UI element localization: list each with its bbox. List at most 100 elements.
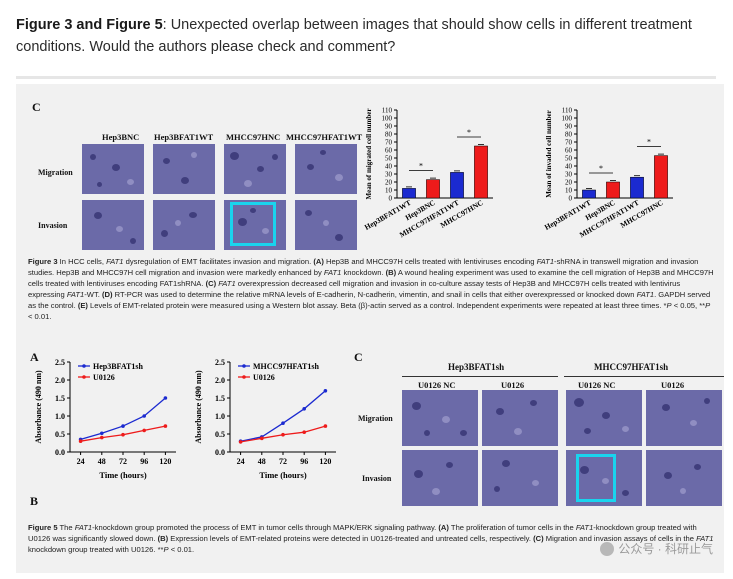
fig5-micrograph-migration-mhcc97h-u0126 xyxy=(646,390,722,446)
y-tick-label: 70 xyxy=(565,139,573,147)
caption-gene: FAT1 xyxy=(74,523,93,532)
caption-text: < 0.05, ** xyxy=(671,301,706,310)
significance-star: * xyxy=(467,128,471,137)
data-point xyxy=(260,436,264,441)
data-point xyxy=(302,407,306,411)
fig5-group-header: Hep3BFAT1sh xyxy=(448,362,505,372)
caption-panel-ref: (A) xyxy=(313,257,324,266)
watermark: 公众号 · 科研止气 xyxy=(600,540,713,557)
caption-panel-ref: (B) xyxy=(157,534,169,543)
fig5-col-header: U0126 xyxy=(661,380,685,390)
bar xyxy=(426,179,440,199)
caption-text: The proliferation of tumor cells in the xyxy=(448,523,576,532)
bar xyxy=(474,145,488,199)
caption-gene: FAT1 xyxy=(696,534,714,543)
caption-gene: FAT1 xyxy=(323,268,342,277)
fig5-micrograph-invasion-hep3b-nc xyxy=(402,450,478,506)
fig5-line-chart-mhcc97h: 0.0 0.5 1.0 1.5 2.0 2.5 24 48 72 96 120 MHCC97HFAT1… xyxy=(194,358,336,480)
y-tick-label: 0.0 xyxy=(215,448,225,457)
caption-text: -knockdown group treated with U0126 was … xyxy=(28,523,697,543)
data-point xyxy=(281,432,285,437)
caption-text: knockdown. xyxy=(341,268,386,277)
caption-panel-ref: (B) xyxy=(385,268,397,277)
legend-label: U0126 xyxy=(93,373,115,382)
significance-star: * xyxy=(647,138,651,147)
caption-gene: FAT1 xyxy=(536,257,555,266)
caption-text: Hep3B and MHCC97H cells treated with len… xyxy=(323,257,537,266)
group-underline xyxy=(564,376,724,377)
x-tick-label: 24 xyxy=(77,457,85,466)
fig5-row-header: Invasion xyxy=(362,474,392,483)
y-axis-label: Absorbance (490 nm) xyxy=(194,370,203,444)
wechat-icon xyxy=(600,541,615,556)
caption-text: overexpression decreased cell migration … xyxy=(28,279,681,299)
y-tick-label: 1.5 xyxy=(55,394,65,403)
fig5-micrograph-migration-hep3b-nc xyxy=(402,390,478,446)
fig5-micrograph-migration-mhcc97h-nc xyxy=(566,390,642,446)
heading-text: : Unexpected overlap between images that… xyxy=(16,17,692,55)
y-tick-label: 50 xyxy=(565,155,573,163)
fig5-caption-title: Figure 5 xyxy=(28,523,58,532)
caption-panel-ref: (A) xyxy=(438,523,449,532)
caption-text: -WT. xyxy=(84,290,102,299)
fig5-col-header: U0126 xyxy=(501,380,525,390)
caption-text: < 0.01. xyxy=(28,312,52,321)
y-tick-label: 70 xyxy=(385,139,393,147)
y-tick-label: 20 xyxy=(565,179,573,187)
bar xyxy=(450,172,464,199)
y-tick-label: 40 xyxy=(565,163,573,171)
data-point xyxy=(281,421,285,425)
y-tick-label: 40 xyxy=(385,163,393,171)
fig3-micrograph-migration-hep3bfat1wt xyxy=(153,144,215,194)
y-tick-label: 2.5 xyxy=(215,358,225,367)
fig5-panel-label-c: C xyxy=(354,350,363,364)
bar xyxy=(654,155,668,199)
y-axis-label: Mean of invaded cell number xyxy=(545,110,553,198)
fig5-col-header: U0126 NC xyxy=(578,380,616,390)
caption-gene: FAT1 xyxy=(575,523,594,532)
x-tick-label: 120 xyxy=(319,457,331,466)
y-tick-label: 100 xyxy=(562,115,573,123)
fig5-line-chart-hep3b: 0.0 0.5 1.0 1.5 2.0 2.5 24 48 72 96 120 Hep3BFAT1sh… xyxy=(34,358,176,480)
fig3-micrograph-invasion-hep3bnc xyxy=(82,200,144,250)
fig3-bar-chart-migration: 0102030405060708090100110Hep3BFAT1WTHep3… xyxy=(363,107,493,239)
y-tick-label: 0.0 xyxy=(55,448,65,457)
data-point xyxy=(323,389,328,393)
x-tick-label: 96 xyxy=(140,457,148,466)
x-axis-label: Time (hours) xyxy=(259,470,306,480)
group-underline xyxy=(402,376,558,377)
y-tick-label: 0.5 xyxy=(215,430,225,439)
legend-marker xyxy=(82,364,86,368)
y-tick-label: 110 xyxy=(562,107,573,115)
legend-label: MHCC97HFAT1sh xyxy=(253,362,319,371)
y-tick-label: 1.5 xyxy=(215,394,225,403)
overlap-highlight-box xyxy=(230,202,276,246)
caption-italic: P xyxy=(705,301,711,310)
y-tick-label: 0 xyxy=(389,195,393,203)
page-heading: Figure 3 and Figure 5: Unexpected overla… xyxy=(16,14,716,58)
y-tick-label: 2.5 xyxy=(55,358,65,367)
fig3-caption: Figure 3 In HCC cells, FAT1 dysregulatio… xyxy=(28,256,716,322)
data-point xyxy=(121,424,125,428)
caption-text: A wound healing experiment was used to e… xyxy=(28,268,714,288)
y-tick-label: 110 xyxy=(382,107,393,115)
y-tick-label: 2.0 xyxy=(55,376,65,385)
fig3-row-header: Invasion xyxy=(38,221,68,230)
caption-italic: P xyxy=(163,545,169,554)
y-tick-label: 90 xyxy=(385,123,393,131)
caption-text: RT-PCR was used to determine the relativ… xyxy=(112,290,637,299)
significance-star: * xyxy=(419,162,423,171)
fig3-bar-chart-invasion: 0102030405060708090100110Hep3BFAT1WTHep3… xyxy=(543,107,673,239)
bar xyxy=(606,181,620,199)
y-tick-label: 60 xyxy=(565,147,573,155)
bar xyxy=(402,188,416,199)
x-axis-label: Time (hours) xyxy=(99,470,146,480)
y-tick-label: 10 xyxy=(565,187,573,195)
fig3-micrograph-migration-hep3bnc xyxy=(82,144,144,194)
y-tick-label: 0.5 xyxy=(55,430,65,439)
fig5-group-header: MHCC97HFAT1sh xyxy=(594,362,669,372)
heading-bold: Figure 3 and Figure 5 xyxy=(16,17,163,33)
caption-gene: FAT1 xyxy=(636,290,655,299)
y-tick-label: 10 xyxy=(385,187,393,195)
fig3-micrograph-migration-mhcc97hfat1wt xyxy=(295,144,357,194)
